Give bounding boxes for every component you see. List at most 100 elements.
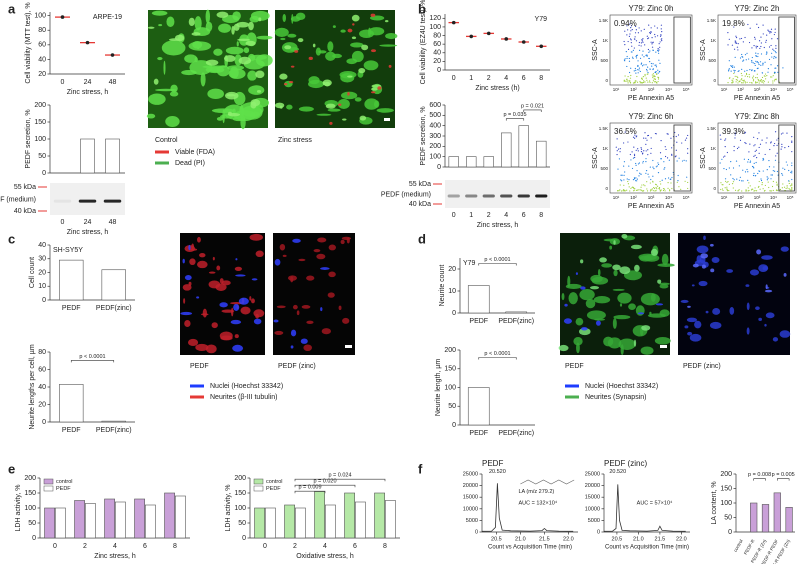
- x-tick-label: PEDF(zinc): [498, 430, 534, 437]
- flow-event: [771, 76, 773, 78]
- y-tick-label: 300: [429, 133, 441, 140]
- flow-event: [734, 75, 736, 77]
- flow-event: [760, 45, 762, 48]
- p-value: p = 0.009: [298, 485, 321, 491]
- flow-event: [647, 81, 649, 83]
- flow-event: [728, 167, 730, 169]
- blot-band: [447, 194, 460, 198]
- x-tick-label: 24: [84, 79, 92, 86]
- flow-event: [748, 76, 751, 78]
- flow-event: [760, 64, 762, 66]
- flow-event: [633, 187, 635, 190]
- mean-point: [539, 44, 544, 49]
- legend-label: Neurites (β-III tubulin): [210, 394, 277, 401]
- y-tick-label: 100: [429, 24, 441, 31]
- flow-event: [765, 39, 767, 41]
- flow-event: [734, 132, 737, 134]
- cell: [280, 37, 286, 41]
- flow-event: [645, 137, 647, 139]
- cell: [612, 264, 621, 271]
- chromatogram: [481, 483, 574, 532]
- p-value: p < 0.0001: [484, 257, 510, 263]
- bar: [80, 138, 95, 174]
- x-axis-label: Zinc stress, h: [94, 553, 136, 560]
- y-tick-label: 40: [38, 242, 46, 249]
- cell: [232, 11, 241, 21]
- flow-event: [728, 38, 730, 40]
- cell: [296, 310, 300, 316]
- flow-event: [727, 70, 730, 72]
- cell: [338, 305, 342, 311]
- flow-event: [638, 41, 640, 44]
- flow-event: [635, 40, 638, 42]
- cell: [174, 34, 185, 42]
- legend-label: Dead (PI): [175, 160, 205, 167]
- cell: [182, 258, 185, 264]
- flow-event: [767, 177, 769, 179]
- y-tick-label: 0: [437, 67, 441, 74]
- flow-event: [758, 152, 760, 154]
- cell: [340, 239, 345, 245]
- flow-event: [656, 35, 659, 37]
- cell: [213, 48, 223, 56]
- flow-event: [763, 46, 765, 49]
- blot-x-label: Zinc stress, h: [67, 229, 109, 236]
- flow-event: [620, 190, 623, 192]
- cell: [284, 45, 292, 50]
- flow-event: [748, 189, 750, 192]
- p-value: p < 0.0001: [79, 354, 105, 360]
- flow-event: [636, 189, 639, 191]
- flow-event: [663, 168, 665, 170]
- x-axis-label: Oxidative stress, h: [296, 553, 354, 560]
- flow-event: [721, 188, 724, 190]
- flow-x-tick: 10³: [648, 195, 655, 200]
- flow-event: [776, 38, 779, 40]
- flow-event: [638, 67, 641, 69]
- flow-event: [784, 168, 786, 170]
- cell: [374, 100, 380, 108]
- flow-event: [770, 142, 772, 144]
- flow-event: [632, 136, 635, 138]
- cell: [233, 303, 240, 311]
- flow-event: [727, 180, 729, 183]
- flow-event: [774, 78, 776, 81]
- flow-event: [676, 160, 678, 162]
- flow-event: [620, 179, 622, 181]
- x-tick-label: 21.0: [633, 536, 644, 542]
- flow-event: [728, 183, 730, 185]
- y-tick-label: 10000: [463, 506, 478, 512]
- cell: [249, 296, 252, 301]
- flow-event: [656, 81, 658, 84]
- flow-event: [661, 31, 663, 33]
- flow-event: [630, 27, 632, 29]
- flow-y-label: SSC-A: [700, 39, 707, 61]
- flow-event: [653, 187, 655, 189]
- scale-bar: [345, 345, 352, 348]
- y-tick-label: 40: [433, 50, 441, 57]
- flow-event: [735, 81, 737, 83]
- flow-event: [634, 137, 636, 139]
- flow-event: [725, 168, 727, 171]
- flow-event: [629, 33, 631, 35]
- flow-event: [781, 173, 783, 175]
- cell: [183, 298, 186, 304]
- cell: [568, 292, 578, 305]
- cell: [701, 264, 706, 269]
- flow-y-tick: 0: [605, 78, 608, 83]
- flow-event: [630, 74, 632, 77]
- flow-event: [633, 47, 635, 49]
- flow-event: [785, 161, 787, 163]
- flow-event: [761, 184, 763, 186]
- flow-event: [623, 80, 626, 82]
- blot: [445, 180, 550, 208]
- x-tick-label: PEDF(zinc): [498, 318, 534, 325]
- bar: [105, 138, 120, 174]
- y-tick-label: 50: [28, 520, 36, 527]
- cell: [586, 310, 606, 320]
- y-axis-label: Cell viability (EZ4U test), %: [420, 0, 427, 84]
- flow-event: [647, 173, 649, 175]
- flow-event: [632, 186, 634, 188]
- flow-event: [636, 75, 638, 78]
- flow-event: [773, 49, 775, 52]
- flow-event: [633, 177, 636, 179]
